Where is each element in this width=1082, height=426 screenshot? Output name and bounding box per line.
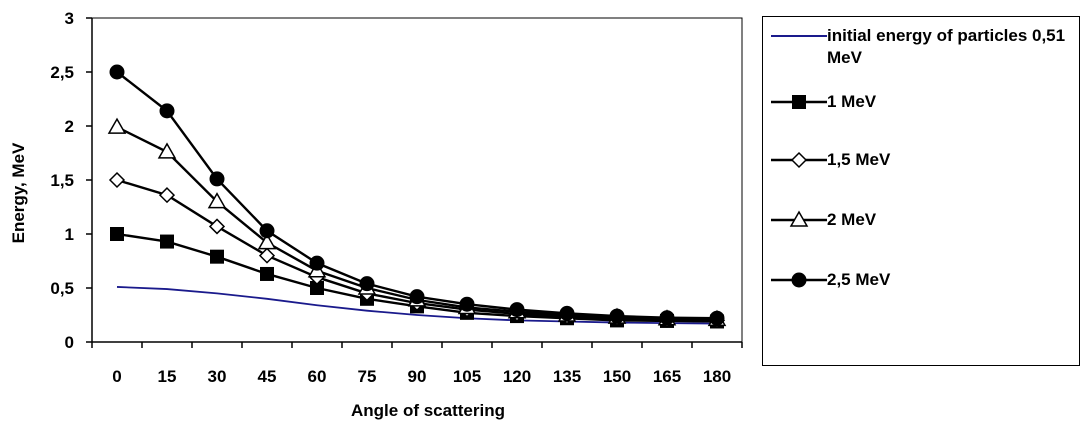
series-line-4 [116,71,718,320]
x-tick-label: 120 [503,367,531,386]
chart-area: 00,511,522,530 15 30 45 60 75 90 105 120 135 150 16… [9,9,743,420]
legend-marker [790,151,808,169]
data-point-series-4 [409,289,425,305]
data-point-series-1 [110,227,124,241]
data-point-series-3 [107,117,127,134]
legend-swatch [771,151,827,169]
y-tick-label: 1 [65,225,74,244]
data-point-series-4 [259,223,275,239]
y-tick-label: 1,5 [50,171,74,190]
legend-marker [791,272,807,288]
legend-swatch [771,272,827,288]
legend-marker [789,210,809,227]
legend-item: 1 MeV [771,91,1072,115]
y-tick-label: 2,5 [50,63,74,82]
data-point-series-1 [260,266,274,281]
x-tick-label: 150 [603,367,631,386]
legend-item: 2 MeV [771,209,1072,233]
legend-swatch [771,35,827,37]
data-point-series-4 [609,308,625,324]
data-point-series-1 [160,234,174,249]
data-point-series-2 [208,218,226,235]
data-point-series-4 [509,302,525,318]
data-point-series-1 [210,249,224,264]
data-point-series-3 [157,142,177,159]
x-tick-label: 105 [453,367,481,386]
y-tick-label: 0,5 [50,279,74,298]
plot-area: 00,511,522,530 15 30 45 60 75 90 105 120 135 150 16… [50,9,743,386]
data-point-series-2 [258,247,276,264]
data-point-series-4 [359,276,375,292]
x-tick-label: 0 [112,367,121,386]
legend-item: 2,5 MeV [771,269,1072,293]
legend-item: initial energy of particles 0,51 MeV [771,25,1072,69]
legend-marker [792,95,806,109]
legend-label: initial energy of particles 0,51 MeV [827,26,1066,67]
y-tick-label: 3 [65,9,74,28]
data-point-series-4 [459,296,475,312]
legend-item: 1,5 MeV [771,149,1072,173]
data-point-series-4 [109,64,125,80]
data-point-series-4 [309,255,325,271]
legend-swatch [771,210,827,227]
x-axis-label: Angle of scattering [351,401,505,420]
x-tick-label: 135 [553,367,581,386]
legend-label: 1 MeV [827,92,877,111]
y-tick-label: 0 [65,333,74,352]
y-tick-label: 2 [65,117,74,136]
x-tick-label: 90 [408,367,427,386]
x-tick-label: 180 [703,367,731,386]
y-axis-label: Energy, MeV [9,142,28,243]
x-tick-label: 165 [653,367,681,386]
data-point-series-4 [159,103,175,119]
x-tick-label: 60 [308,367,327,386]
data-point-series-4 [559,305,575,321]
data-point-series-4 [659,310,675,326]
x-tick-label: 30 [208,367,227,386]
data-point-series-2 [158,187,176,204]
x-tick-label: 15 [158,367,177,386]
data-point-series-3 [207,192,227,209]
x-tick-label: 45 [258,367,277,386]
x-tick-label: 75 [358,367,377,386]
data-point-series-4 [209,171,225,187]
data-point-series-4 [709,310,725,326]
data-point-series-1 [310,281,324,295]
data-point-series-2 [108,171,126,189]
legend: initial energy of particles 0,51 MeV 1 Me… [762,16,1080,366]
legend-label: 2,5 MeV [827,270,891,289]
legend-swatch [771,95,827,109]
legend-label: 2 MeV [827,210,877,229]
data-point-series-3 [257,233,277,250]
legend-label: 1,5 MeV [827,150,891,169]
